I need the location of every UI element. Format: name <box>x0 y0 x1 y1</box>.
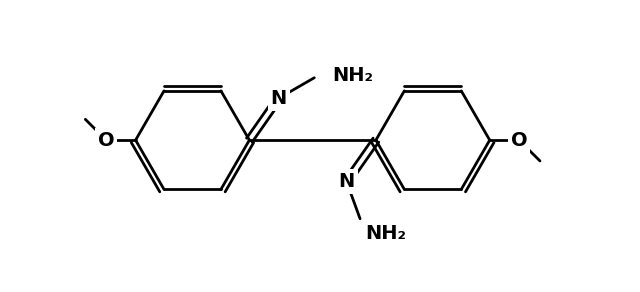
Text: O: O <box>511 131 527 150</box>
Text: NH₂: NH₂ <box>332 66 373 85</box>
Text: O: O <box>98 131 115 150</box>
Text: N: N <box>339 172 355 191</box>
Text: N: N <box>271 89 287 108</box>
Text: NH₂: NH₂ <box>365 224 406 243</box>
